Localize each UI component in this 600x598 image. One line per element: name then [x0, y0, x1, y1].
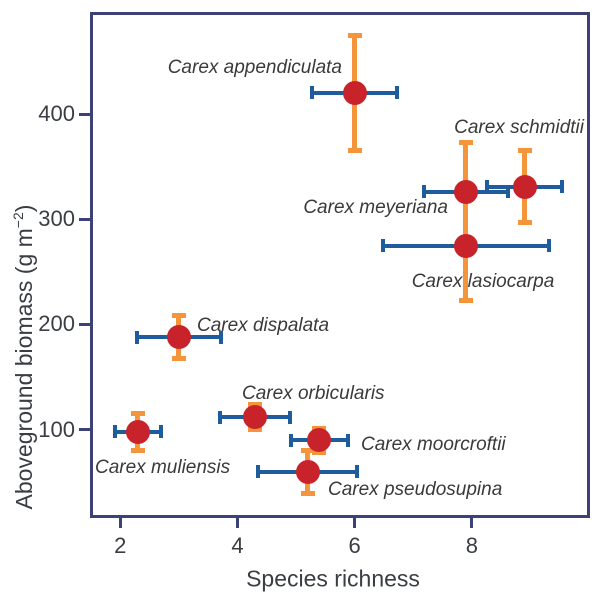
species-label-carex-pseudosupina: Carex pseudosupina [328, 479, 503, 500]
species-label-carex-muliensis: Carex muliensis [95, 457, 231, 478]
error-bar-v-cap [300, 490, 315, 496]
data-point-carex-moorcroftii [307, 428, 332, 453]
error-bar-v-cap [458, 298, 473, 304]
y-tick-label: 300 [38, 206, 75, 232]
species-label-carex-lasiocarpa: Carex lasiocarpa [411, 271, 555, 292]
error-bar-v-cap [171, 356, 186, 362]
error-bar-v-cap [300, 447, 315, 453]
error-bar-v-cap [347, 33, 362, 39]
error-bar-h-cap [134, 330, 139, 344]
error-bar-v-cap [248, 402, 263, 408]
x-tick [353, 518, 357, 528]
error-bar-h-cap [310, 86, 315, 100]
error-bar-h-cap [560, 180, 565, 194]
species-label-carex-moorcroftii: Carex moorcroftii [361, 434, 506, 455]
species-label-carex-orbicularis: Carex orbicularis [242, 383, 385, 404]
x-tick [470, 518, 474, 528]
x-tick-label: 2 [114, 533, 127, 558]
error-bar-v-cap [312, 425, 327, 431]
y-tick [79, 428, 90, 432]
error-bar-h-cap [484, 180, 489, 194]
error-bar-v-cap [130, 447, 145, 453]
error-bar-h-cap [394, 86, 399, 100]
error-bar-h-cap [288, 433, 293, 447]
error-bar-v-cap [517, 220, 532, 226]
error-bar-v-cap [347, 147, 362, 153]
data-point-carex-schmidtii [512, 174, 537, 199]
y-tick [79, 217, 90, 221]
y-axis-title-text: Aboveground biomass (g m [10, 228, 37, 510]
error-bar-h-cap [218, 410, 223, 424]
error-bar-h-cap [355, 465, 360, 479]
error-bar-h-cap [421, 185, 426, 199]
error-bar-h-cap [547, 239, 552, 253]
x-axis-title: Species richness [246, 565, 420, 592]
x-tick-label: 6 [348, 533, 361, 558]
error-bar-v-cap [130, 410, 145, 416]
data-point-carex-orbicularis [243, 405, 268, 430]
x-tick-label: 4 [231, 533, 244, 558]
data-point-carex-muliensis [125, 419, 150, 444]
error-bar-h-cap [346, 433, 351, 447]
species-label-carex-appendiculata: Carex appendiculata [167, 57, 342, 78]
error-bar-v-cap [312, 449, 327, 455]
y-axis-title: Aboveground biomass (g m−2) [10, 205, 38, 510]
data-point-carex-appendiculata [342, 80, 367, 105]
data-point-carex-dispalata [166, 325, 191, 350]
y-tick [79, 322, 90, 326]
species-label-carex-meyeriana: Carex meyeriana [303, 197, 448, 218]
y-tick-label: 200 [38, 311, 75, 337]
species-label-carex-schmidtii: Carex schmidtii [454, 117, 584, 138]
error-bar-h-cap [219, 330, 224, 344]
error-bar-h-cap [256, 465, 261, 479]
data-point-carex-lasiocarpa [453, 233, 478, 258]
error-bar-h-cap [380, 239, 385, 253]
error-bar-h-cap [287, 410, 292, 424]
plot-area [90, 12, 590, 518]
data-point-carex-pseudosupina [295, 459, 320, 484]
y-tick-label: 100 [38, 416, 75, 442]
error-bar-h-cap [158, 425, 163, 439]
error-bar-v-cap [171, 312, 186, 318]
y-tick [79, 112, 90, 116]
y-tick-label: 400 [38, 101, 75, 126]
error-bar-v-cap [458, 140, 473, 146]
species-label-carex-dispalata: Carex dispalata [197, 315, 330, 336]
error-bar-v-cap [248, 426, 263, 432]
x-tick [235, 518, 239, 528]
x-tick [118, 518, 122, 528]
data-point-carex-meyeriana [453, 179, 478, 204]
error-bar-h-cap [112, 425, 117, 439]
error-bar-v-cap [517, 147, 532, 153]
error-bar-h-cap [506, 185, 511, 199]
x-tick-label: 8 [465, 533, 478, 558]
